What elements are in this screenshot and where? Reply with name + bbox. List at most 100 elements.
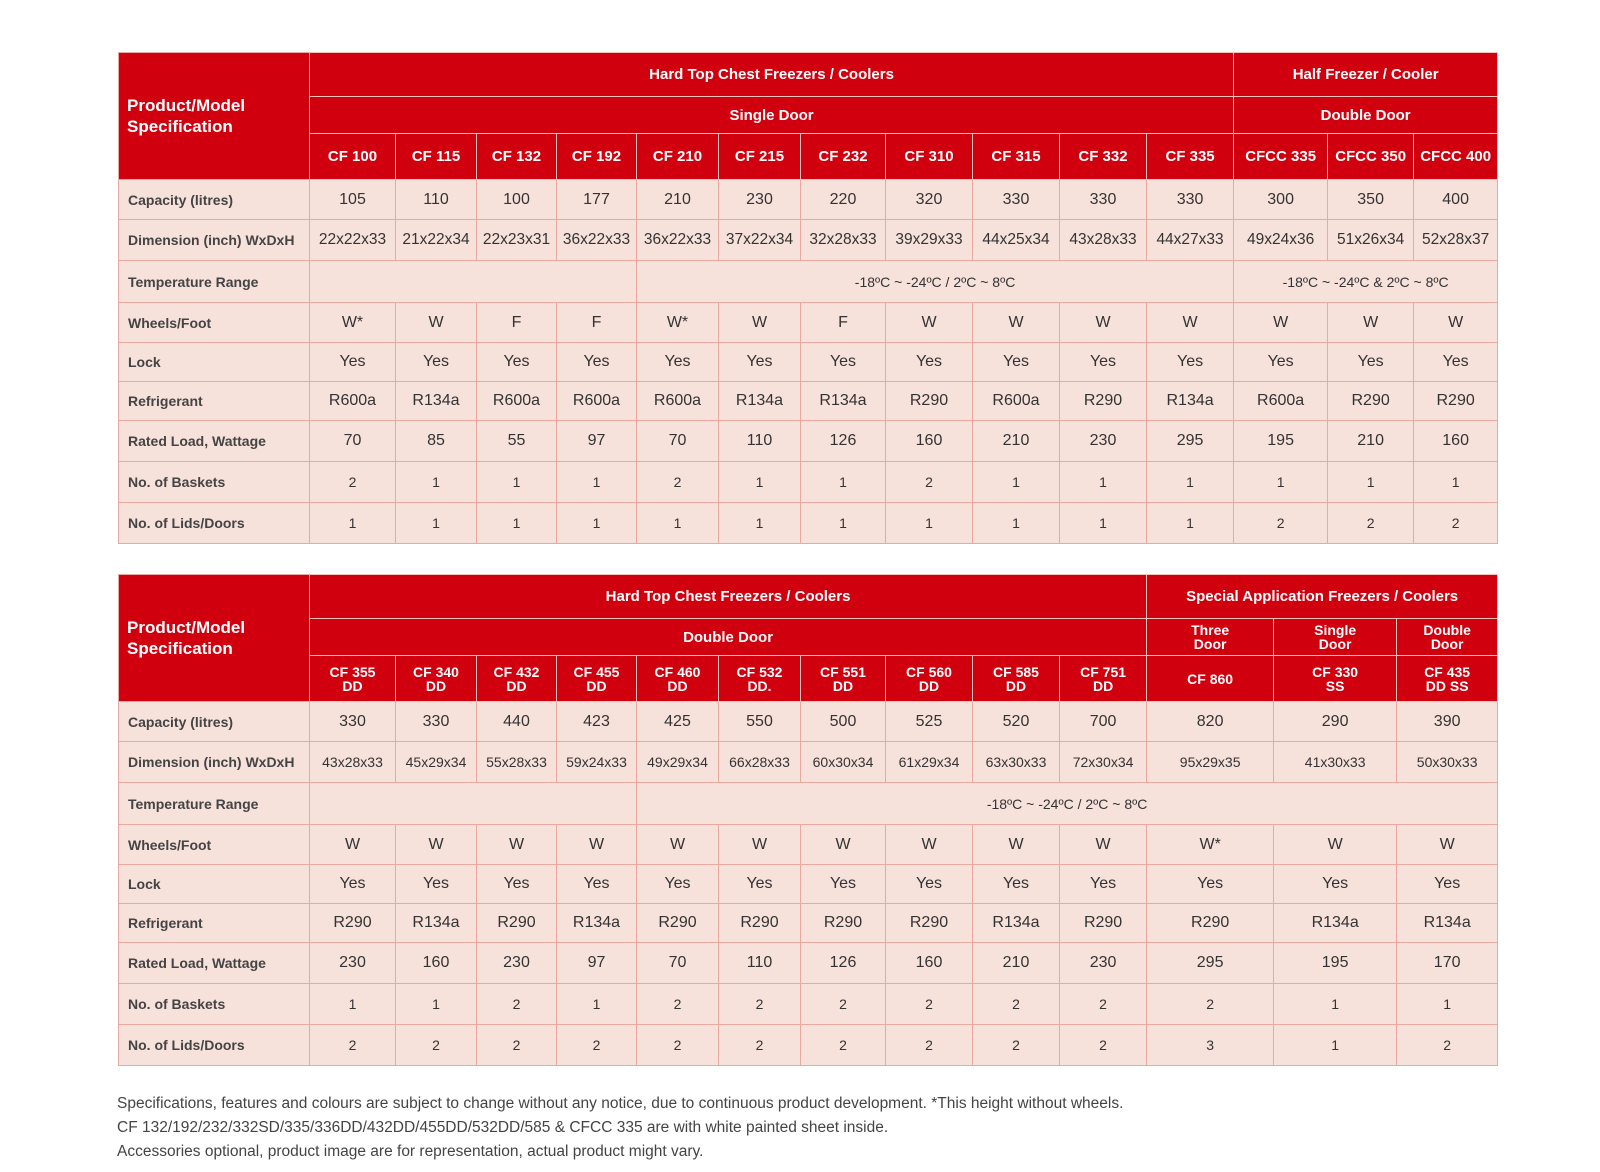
value-cell: 1 xyxy=(718,502,801,544)
value-cell: R134a xyxy=(395,381,477,421)
value-cell: W xyxy=(1396,824,1499,865)
value-cell: 2 xyxy=(1413,502,1499,544)
value-cell: 230 xyxy=(476,942,557,984)
value-cell: 100 xyxy=(476,179,557,220)
value-cell: 110 xyxy=(395,179,477,220)
value-cell: 51x26x34 xyxy=(1327,219,1415,261)
value-cell: 2 xyxy=(309,1024,396,1066)
value-cell: 400 xyxy=(1413,179,1499,220)
value-cell: R134a xyxy=(718,381,801,421)
corner-label: Product/Model Specification xyxy=(118,574,310,702)
value-cell: 330 xyxy=(395,701,477,742)
value-cell: W xyxy=(800,824,886,865)
value-cell: 423 xyxy=(556,701,637,742)
row-load: Rated Load, Wattage 70 85 55 97 70 110 126 160 21… xyxy=(118,420,1499,462)
value-cell: 60x30x34 xyxy=(800,741,886,783)
value-cell: 820 xyxy=(1146,701,1275,742)
value-cell: R290 xyxy=(718,903,801,943)
value-cell: Yes xyxy=(636,342,719,382)
value-cell: 1 xyxy=(972,502,1060,544)
value-cell: 1 xyxy=(1059,502,1147,544)
row-lids: No. of Lids/Doors 1 1 1 1 1 1 1 1 1 1 1 2 2 2 xyxy=(118,502,1499,544)
value-cell: 1 xyxy=(476,502,557,544)
value-cell: Yes xyxy=(1058,864,1148,904)
value-cell: R134a xyxy=(972,903,1060,943)
value-cell: Yes xyxy=(395,342,477,382)
value-cell: Yes xyxy=(1327,342,1415,382)
row-label: Refrigerant xyxy=(118,903,310,943)
value-cell: 220 xyxy=(800,179,886,220)
value-cell: R290 xyxy=(1327,381,1415,421)
value-cell: Yes xyxy=(309,864,396,904)
subgroup-header-right: Double Door xyxy=(1396,618,1499,656)
value-cell: Yes xyxy=(1413,342,1499,382)
model-header: CF 132 xyxy=(476,133,557,180)
value-cell: 210 xyxy=(972,420,1060,462)
value-cell: 1 xyxy=(309,983,396,1025)
value-cell: 1 xyxy=(800,461,886,503)
row-baskets: No. of Baskets 1 1 2 1 2 2 2 2 2 2 2 1 1 xyxy=(118,983,1499,1025)
value-cell: 230 xyxy=(718,179,801,220)
row-label: Capacity (litres) xyxy=(118,701,310,742)
row-label: Lock xyxy=(118,864,310,904)
model-header: CF 455 DD xyxy=(556,655,637,702)
value-cell: R290 xyxy=(885,903,973,943)
row-wheels: Wheels/Foot W* W F F W* W F W W W W W W W xyxy=(118,302,1499,343)
value-cell: 2 xyxy=(718,983,801,1025)
value-cell: 66x28x33 xyxy=(718,741,801,783)
row-label: Rated Load, Wattage xyxy=(118,420,310,462)
value-cell: 55x28x33 xyxy=(476,741,557,783)
row-refrigerant: Refrigerant R600a R134a R600a R600a R600a R134… xyxy=(118,381,1499,421)
value-cell: R600a xyxy=(476,381,557,421)
value-cell: W* xyxy=(1146,824,1275,865)
row-label: Wheels/Foot xyxy=(118,824,310,865)
value-cell: 2 xyxy=(1058,1024,1148,1066)
value-cell: 41x30x33 xyxy=(1273,741,1398,783)
row-label: Lock xyxy=(118,342,310,382)
value-cell: Yes xyxy=(1059,342,1147,382)
value-cell: 110 xyxy=(718,942,801,984)
row-capacity: Capacity (litres) 105 110 100 177 210 230 220 32… xyxy=(118,179,1499,220)
row-wheels: Wheels/Foot W W W W W W W W W W W* W W xyxy=(118,824,1499,865)
row-dimension: Dimension (inch) WxDxH 43x28x33 45x29x34 55… xyxy=(118,741,1499,783)
model-header: CF 330 SS xyxy=(1273,655,1398,702)
model-header: CF 215 xyxy=(718,133,801,180)
value-cell: 2 xyxy=(476,983,557,1025)
value-cell: 1 xyxy=(1413,461,1499,503)
value-cell: 1 xyxy=(556,461,637,503)
value-cell: W xyxy=(1233,302,1329,343)
temperature-range: -18ºC ~ -24ºC / 2ºC ~ 8ºC xyxy=(635,260,1235,303)
group-header-left: Hard Top Chest Freezers / Coolers xyxy=(308,574,1148,619)
value-cell: 2 xyxy=(972,983,1060,1025)
value-cell: 1 xyxy=(395,983,477,1025)
value-cell: 350 xyxy=(1327,179,1415,220)
value-cell: 63x30x33 xyxy=(972,741,1060,783)
value-cell: R290 xyxy=(476,903,557,943)
value-cell: 37x22x34 xyxy=(718,219,801,261)
row-capacity: Capacity (litres) 330 330 440 423 425 550 500 52… xyxy=(118,701,1499,742)
value-cell: 2 xyxy=(1233,502,1329,544)
value-cell: R290 xyxy=(1059,381,1147,421)
value-cell: Yes xyxy=(1273,864,1398,904)
row-label: No. of Lids/Doors xyxy=(118,502,310,544)
model-header: CFCC 335 xyxy=(1233,133,1329,180)
value-cell: R290 xyxy=(1058,903,1148,943)
value-cell: 2 xyxy=(1146,983,1275,1025)
value-cell: 177 xyxy=(556,179,637,220)
value-cell: R600a xyxy=(972,381,1060,421)
corner-label: Product/Model Specification xyxy=(118,52,310,180)
value-cell: Yes xyxy=(1233,342,1329,382)
value-cell: R290 xyxy=(1146,903,1275,943)
model-header: CF 100 xyxy=(309,133,396,180)
value-cell: W xyxy=(718,824,801,865)
value-cell: W xyxy=(636,824,719,865)
value-cell: 520 xyxy=(972,701,1060,742)
value-cell: 50x30x33 xyxy=(1396,741,1499,783)
value-cell: 1 xyxy=(1145,502,1235,544)
row-label: No. of Baskets xyxy=(118,461,310,503)
value-cell: 49x24x36 xyxy=(1233,219,1329,261)
value-cell: W xyxy=(556,824,637,865)
value-cell: Yes xyxy=(800,864,886,904)
row-label: No. of Baskets xyxy=(118,983,310,1025)
value-cell: 32x28x33 xyxy=(800,219,886,261)
